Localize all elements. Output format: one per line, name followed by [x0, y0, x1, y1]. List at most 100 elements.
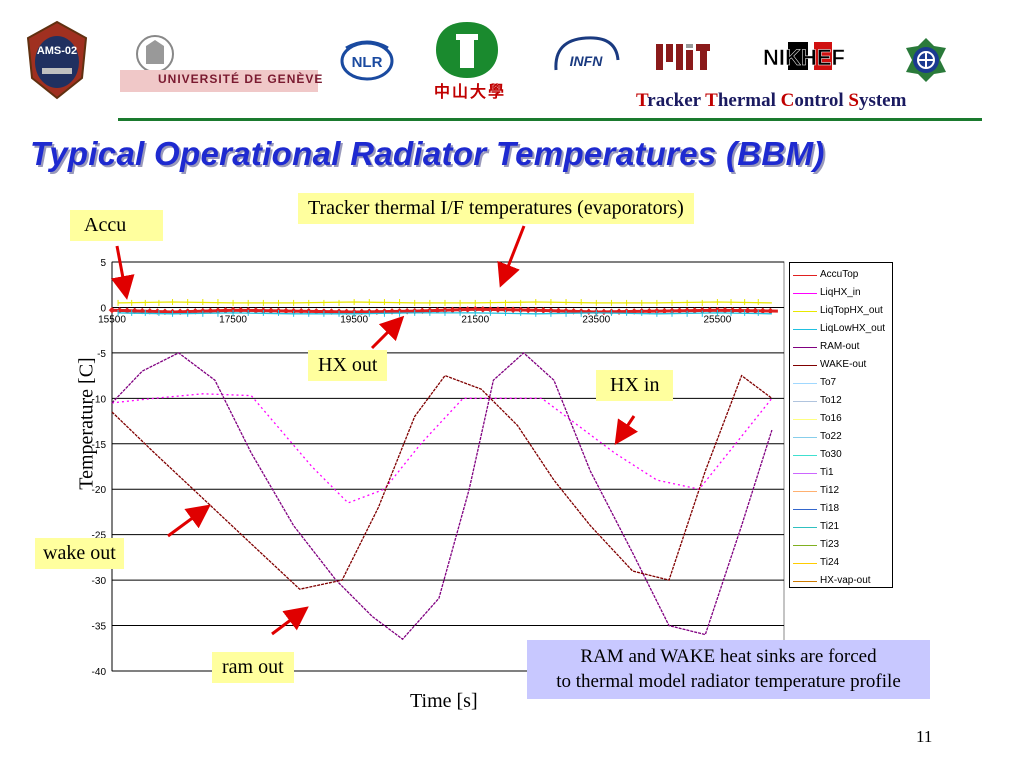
- legend-swatch: [793, 527, 817, 528]
- legend-swatch: [793, 329, 817, 330]
- callout-hx-out: HX out: [308, 350, 388, 381]
- sun-yat-sen-university-text: 中山大學: [434, 84, 507, 101]
- note-line: to thermal model radiator temperature pr…: [556, 671, 901, 692]
- legend-label: HX-vap-out: [820, 575, 871, 586]
- legend-swatch: [793, 563, 817, 564]
- legend-item: AccuTop: [790, 267, 892, 285]
- accutop-marker: [691, 307, 699, 314]
- series-line-wake-out: [111, 374, 773, 590]
- legend-label: To22: [820, 431, 842, 442]
- legend-swatch: [793, 419, 817, 420]
- series-line-ram-out: [111, 352, 773, 641]
- header-rule: [118, 118, 982, 121]
- legend-swatch: [793, 455, 817, 456]
- y-tick-label: -10: [92, 394, 107, 405]
- legend-item: LiqLowHX_out: [790, 321, 892, 339]
- legend-item: HX-vap-out: [790, 573, 892, 591]
- legend-item: Ti1: [790, 465, 892, 483]
- legend-item: Ti24: [790, 555, 892, 573]
- legend-label: To7: [820, 377, 837, 388]
- legend-item: To16: [790, 411, 892, 429]
- accutop-marker: [494, 306, 502, 313]
- x-tick-label: 23500: [582, 314, 610, 325]
- ams02-logo-text: AMS-02: [37, 45, 77, 57]
- plot-area: [111, 261, 785, 672]
- y-tick-label: -30: [92, 576, 107, 587]
- accutop-marker: [676, 307, 683, 315]
- nikhef-logo: NIKHEF: [746, 38, 866, 74]
- legend-item: LiqHX_in: [790, 285, 892, 303]
- geneva-university-logo: UNIVERSITÉ DE GENÈVE: [120, 30, 324, 94]
- y-tick-label: -25: [92, 531, 107, 542]
- accutop-marker: [487, 306, 494, 313]
- accutop-marker: [759, 307, 767, 315]
- y-tick-label: 5: [100, 258, 106, 269]
- legend-item: To22: [790, 429, 892, 447]
- infn-logo-text: INFN: [570, 53, 604, 69]
- legend-label: AccuTop: [820, 269, 859, 280]
- legend-label: To12: [820, 395, 842, 406]
- accutop-marker: [252, 307, 260, 314]
- legend-label: LiqTopHX_out: [820, 305, 883, 316]
- accutop-marker: [767, 307, 774, 315]
- legend-swatch: [793, 509, 817, 510]
- legend-item: Ti12: [790, 483, 892, 501]
- legend-item: Ti23: [790, 537, 892, 555]
- legend-label: To30: [820, 449, 842, 460]
- legend-label: Ti21: [820, 521, 840, 532]
- x-tick-label: 25500: [703, 314, 731, 325]
- y-tick-label: 0: [100, 303, 106, 314]
- y-tick-label: -40: [92, 667, 107, 678]
- legend-item: To30: [790, 447, 892, 465]
- accutop-marker: [706, 306, 714, 314]
- legend-swatch: [793, 293, 817, 294]
- accutop-marker: [661, 307, 668, 315]
- legend-item: To12: [790, 393, 892, 411]
- legend-swatch: [793, 545, 817, 546]
- accutop-marker: [539, 307, 547, 314]
- nikhef-logo-text: NIKHEF: [763, 45, 845, 70]
- legend-label: Ti24: [820, 557, 840, 568]
- accutop-marker: [683, 307, 691, 314]
- y-axis-label: Temperature [C]: [75, 357, 98, 490]
- accutop-marker: [479, 306, 487, 313]
- callout-tracker-evaporators: Tracker thermal I/F temperatures (evapor…: [298, 193, 694, 224]
- accutop-marker: [532, 306, 540, 314]
- accutop-marker: [267, 307, 275, 315]
- accutop-marker: [464, 306, 472, 313]
- callout-hx-in: HX in: [596, 370, 674, 401]
- subtitle-word: Tracker: [636, 90, 706, 111]
- legend-swatch: [793, 347, 817, 348]
- legend-label: Ti12: [820, 485, 840, 496]
- legend-label: Ti23: [820, 539, 840, 550]
- legend-swatch: [793, 491, 817, 492]
- legend-label: LiqHX_in: [820, 287, 861, 298]
- legend-swatch: [793, 275, 817, 276]
- header-subtitle: Tracker Thermal Control System: [636, 90, 906, 112]
- subtitle-word: Control: [780, 90, 849, 111]
- nlr-logo-text: NLR: [352, 54, 383, 71]
- nlr-logo: NLR: [340, 36, 394, 86]
- legend-item: LiqTopHX_out: [790, 303, 892, 321]
- note-box: RAM and WAKE heat sinks are forced to th…: [527, 640, 930, 699]
- y-tick-label: -5: [97, 349, 106, 360]
- legend-item: WAKE-out: [790, 357, 892, 375]
- y-tick-label: -15: [92, 440, 107, 451]
- legend-item: RAM-out: [790, 339, 892, 357]
- chart-legend: AccuTop LiqHX_in LiqTopHX_out LiqLowHX_out R…: [789, 262, 893, 588]
- x-axis-label: Time [s]: [410, 690, 478, 712]
- accutop-marker: [744, 307, 752, 314]
- accutop-marker: [502, 306, 509, 314]
- legend-label: Ti1: [820, 467, 834, 478]
- accutop-marker: [456, 306, 464, 314]
- legend-swatch: [793, 365, 817, 366]
- legend-swatch: [793, 383, 817, 384]
- x-tick-label: 21500: [461, 314, 489, 325]
- accutop-marker: [721, 306, 729, 314]
- page-number: 11: [916, 727, 933, 746]
- x-tick-label: 15500: [98, 314, 126, 325]
- geneva-university-text: UNIVERSITÉ DE GENÈVE: [158, 72, 324, 86]
- mit-logo: [654, 42, 712, 72]
- x-tick-label: 19500: [340, 314, 368, 325]
- accutop-marker: [509, 306, 517, 314]
